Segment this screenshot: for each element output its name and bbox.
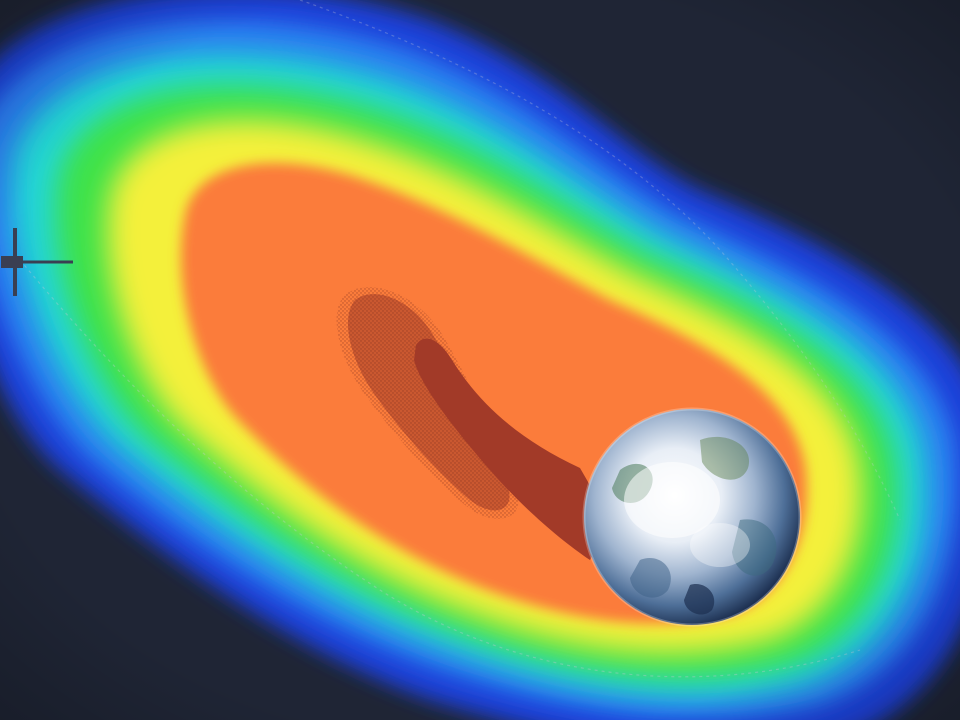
- vignette-overlay: [0, 0, 960, 720]
- radiation-belt-scene: [0, 0, 960, 720]
- scene-canvas: [0, 0, 960, 720]
